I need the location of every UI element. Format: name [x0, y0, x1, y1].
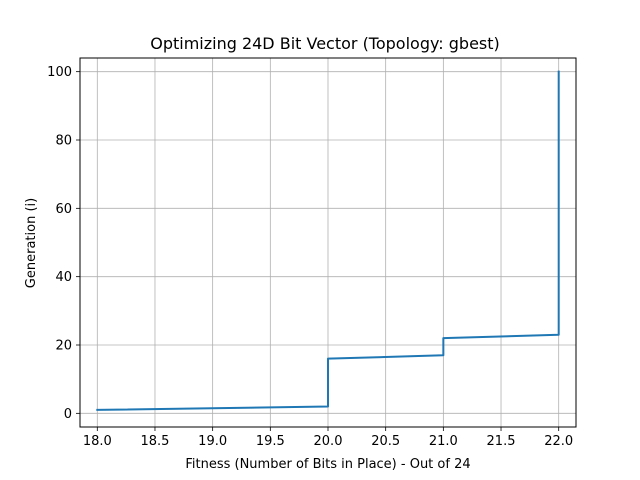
y-tick-label: 20: [55, 339, 72, 354]
y-axis-label: Generation (i): [24, 198, 39, 288]
series-line: [96, 70, 560, 411]
x-tick-label: 22.0: [544, 434, 573, 449]
y-tick-label: 60: [55, 202, 72, 217]
axis-ticks: 18.0 18.5 19.0 19.5 20.0 20.5 21.0 21.5 22.0 0 20 4…: [47, 65, 573, 449]
series-layer: [96, 70, 560, 411]
x-tick-label: 19.5: [256, 434, 285, 449]
x-tick-label: 18.0: [83, 434, 112, 449]
y-tick-label: 80: [55, 134, 72, 149]
y-tick-label: 40: [55, 270, 72, 285]
y-tick-label: 0: [64, 407, 72, 422]
x-tick-label: 21.0: [429, 434, 458, 449]
chart-title: Optimizing 24D Bit Vector (Topology: gbe…: [150, 34, 500, 53]
x-tick-label: 19.0: [198, 434, 227, 449]
x-tick-label: 21.5: [487, 434, 516, 449]
x-tick-label: 18.5: [141, 434, 170, 449]
x-axis-label: Fitness (Number of Bits in Place) - Out …: [185, 457, 470, 472]
x-tick-label: 20.0: [314, 434, 343, 449]
x-tick-label: 20.5: [371, 434, 400, 449]
y-tick-label: 100: [47, 65, 72, 80]
